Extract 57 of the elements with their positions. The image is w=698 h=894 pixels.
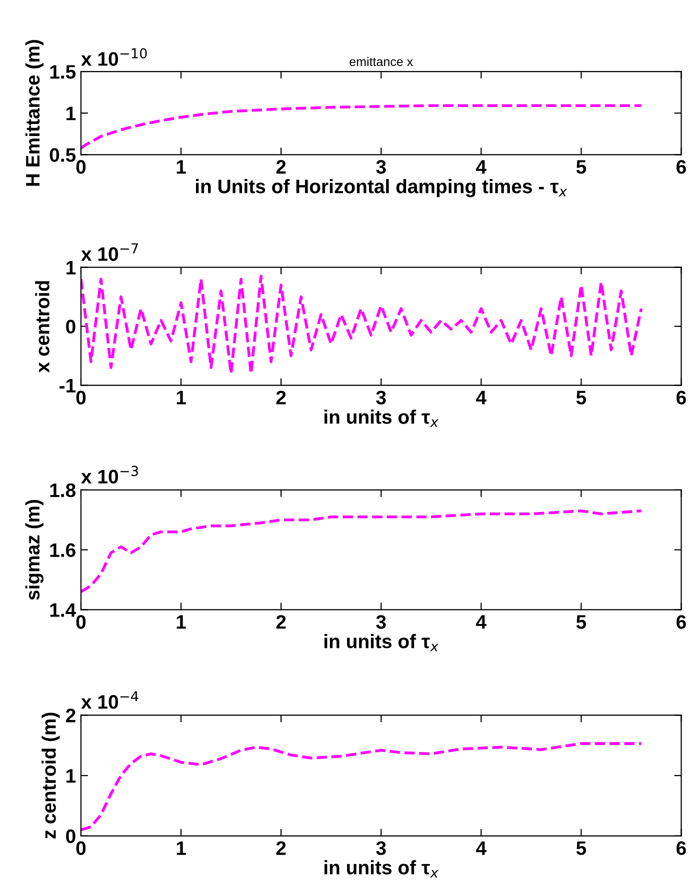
line-series [80, 742, 643, 832]
line-series [80, 274, 643, 375]
x-axis-title: in Units of Horizontal damping times - τ$_{x}$ [196, 179, 568, 198]
text: x 10$^{−10}$ [81, 48, 147, 66]
y-tick-label: 1 [66, 260, 76, 274]
y-tick-label: 1.8 [50, 483, 76, 498]
y-tick-label: 0.5 [50, 148, 76, 162]
x-tick-label: 1 [176, 160, 186, 174]
x-tick-label: 0 [76, 390, 86, 404]
text: x 10$^{−7}$ [81, 243, 138, 261]
text: x 10$^{−3}$ [81, 466, 138, 484]
y-tick-label: 0 [66, 320, 76, 334]
chart-title: emittance x [350, 56, 413, 66]
y-axis-title: x centroid [35, 281, 50, 373]
x-tick-label: 3 [376, 160, 386, 174]
y-tick-label: 1 [66, 106, 76, 120]
x-tick-label: 6 [676, 390, 686, 404]
x-tick-label: 5 [576, 390, 586, 404]
x-tick-label: 2 [276, 615, 286, 629]
x-tick-label: 4 [476, 841, 486, 855]
text: x 10$^{−4}$ [81, 691, 138, 709]
x-tick-label: 4 [476, 160, 486, 174]
y-tick-label: 1 [66, 769, 76, 783]
y-axis-title: sigmaz (m) [25, 500, 44, 600]
y-tick-label: -1 [60, 378, 76, 392]
y-tick-label: 2 [66, 708, 76, 722]
x-tick-label: 4 [476, 390, 486, 404]
x-tick-label: 6 [676, 841, 686, 856]
y-tick-label: 1.5 [50, 65, 76, 79]
x-tick-label: 6 [676, 615, 686, 629]
x-tick-label: 2 [276, 160, 286, 174]
x-tick-label: 2 [276, 841, 286, 855]
x-axis-title: in units of τ$_{x}$ [324, 634, 438, 652]
x-tick-label: 3 [376, 841, 386, 856]
x-tick-label: 5 [576, 615, 586, 629]
x-axis-title: in units of τ$_{x}$ [324, 860, 438, 878]
x-tick-label: 0 [76, 615, 86, 629]
x-tick-label: 1 [176, 841, 186, 855]
x-tick-label: 1 [176, 615, 186, 629]
x-tick-label: 1 [176, 390, 186, 404]
line-series [80, 104, 643, 150]
x-tick-label: 5 [576, 841, 586, 856]
x-tick-label: 4 [476, 615, 486, 629]
line-series [80, 509, 643, 594]
x-tick-label: 6 [676, 160, 686, 174]
x-axis-title: in units of τ$_{x}$ [324, 410, 438, 427]
y-tick-label: 1.4 [50, 603, 76, 617]
y-tick-label: 0 [66, 829, 76, 844]
y-axis-title: z centroid (m) [42, 712, 60, 838]
x-tick-label: 2 [276, 390, 286, 404]
x-tick-label: 5 [576, 160, 586, 174]
x-tick-label: 0 [76, 160, 86, 174]
x-tick-label: 3 [376, 615, 386, 629]
x-tick-label: 3 [376, 390, 386, 404]
x-tick-label: 0 [76, 841, 86, 856]
y-tick-label: 1.6 [50, 543, 76, 558]
y-axis-title: H Emittance (m) [25, 40, 44, 186]
